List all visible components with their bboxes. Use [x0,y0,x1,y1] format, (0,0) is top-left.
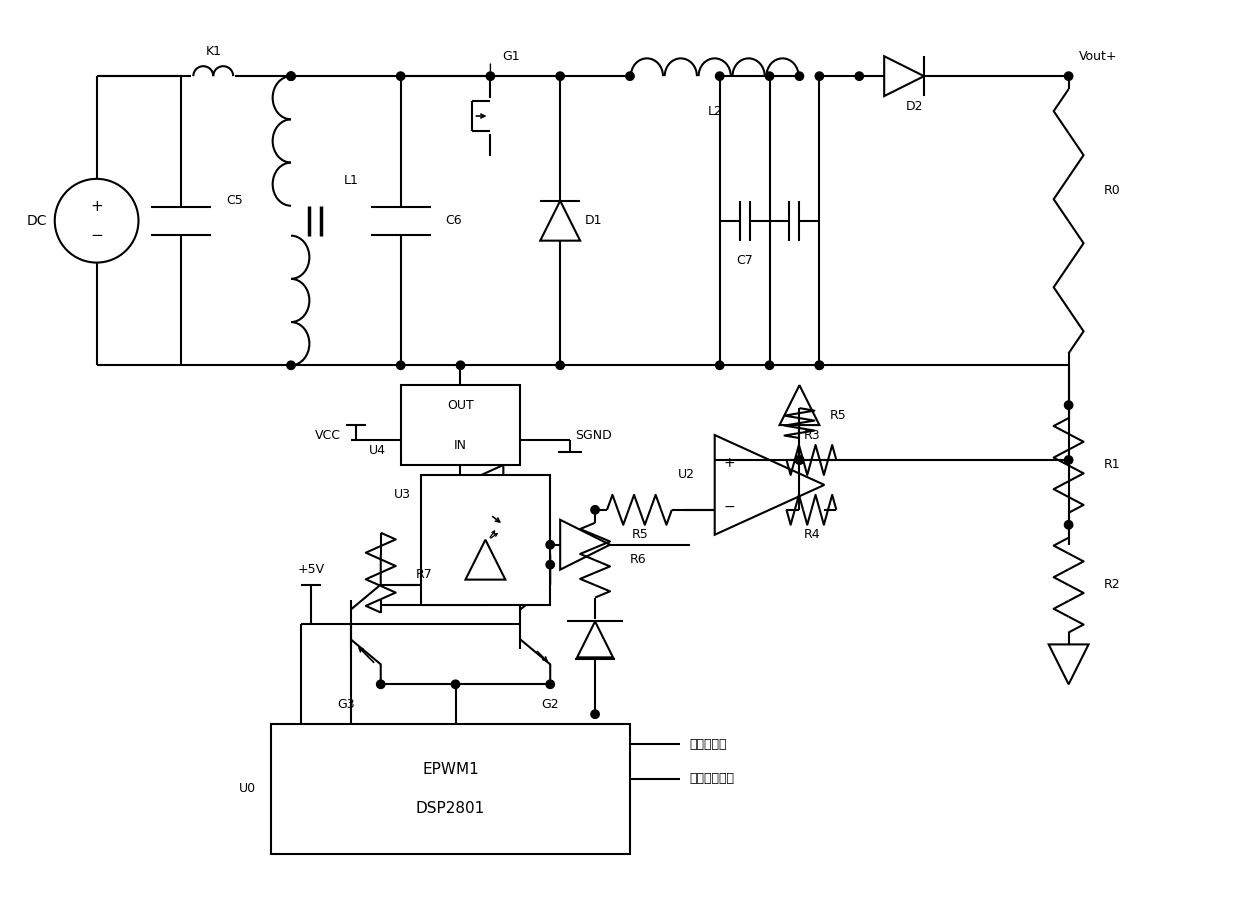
Text: 恒功率给定值: 恒功率给定值 [689,773,735,786]
Text: L1: L1 [343,175,358,187]
Text: U3: U3 [393,489,410,501]
Circle shape [486,72,495,81]
Text: +: + [724,456,735,470]
Circle shape [815,72,823,81]
Text: D1: D1 [585,214,603,227]
Circle shape [591,506,599,514]
Circle shape [286,72,295,81]
Circle shape [626,72,634,81]
Text: K1: K1 [206,44,221,58]
Polygon shape [541,201,580,241]
Text: −: − [91,228,103,243]
Circle shape [795,456,804,464]
Text: D2: D2 [905,100,923,112]
Text: DC: DC [26,214,47,228]
Circle shape [856,72,863,81]
Text: U0: U0 [239,783,257,795]
Circle shape [765,72,774,81]
Bar [420,475,551,605]
Text: G3: G3 [337,698,355,710]
Circle shape [815,361,823,369]
Text: Vout+: Vout+ [1079,50,1117,62]
Text: +: + [91,199,103,214]
Circle shape [715,72,724,81]
Text: R2: R2 [1104,578,1120,591]
Text: R3: R3 [804,429,820,442]
Text: R5: R5 [631,529,649,541]
Text: SGND: SGND [575,429,611,442]
Circle shape [591,710,599,719]
Text: U2: U2 [678,469,694,481]
Text: U4: U4 [368,443,386,456]
Text: C5: C5 [226,195,243,207]
Circle shape [397,72,405,81]
Circle shape [1064,520,1073,529]
Circle shape [286,361,295,369]
Circle shape [546,540,554,549]
Text: L2: L2 [707,105,722,118]
Circle shape [286,72,295,81]
Text: R1: R1 [1104,459,1120,472]
Text: C6: C6 [445,214,463,227]
Text: C7: C7 [737,254,753,267]
Circle shape [1064,72,1073,81]
Text: R0: R0 [1104,185,1120,197]
Text: VCC: VCC [315,429,341,442]
Text: R7: R7 [415,568,433,581]
Bar [272,724,630,853]
Circle shape [556,72,564,81]
Text: +5V: +5V [298,563,325,576]
Text: G2: G2 [542,698,559,710]
Text: IN: IN [454,439,467,452]
Circle shape [1064,401,1073,409]
Circle shape [456,361,465,369]
Circle shape [795,456,804,464]
Text: −: − [724,500,735,514]
Bar [401,386,521,465]
Circle shape [546,560,554,569]
Circle shape [1064,456,1073,464]
Text: 恒流给定值: 恒流给定值 [689,738,728,750]
Text: G1: G1 [502,50,520,62]
Circle shape [715,361,724,369]
Circle shape [556,361,564,369]
Text: DSP2801: DSP2801 [415,802,485,816]
Text: R4: R4 [804,529,820,541]
Circle shape [397,361,405,369]
Text: R6: R6 [630,553,646,567]
Circle shape [377,680,384,689]
Circle shape [765,361,774,369]
Polygon shape [884,56,924,96]
Circle shape [815,361,823,369]
Circle shape [795,72,804,81]
Text: EPWM1: EPWM1 [422,761,479,776]
Polygon shape [465,539,506,579]
Circle shape [546,680,554,689]
Circle shape [451,680,460,689]
Text: OUT: OUT [448,398,474,412]
Text: R5: R5 [830,409,846,422]
